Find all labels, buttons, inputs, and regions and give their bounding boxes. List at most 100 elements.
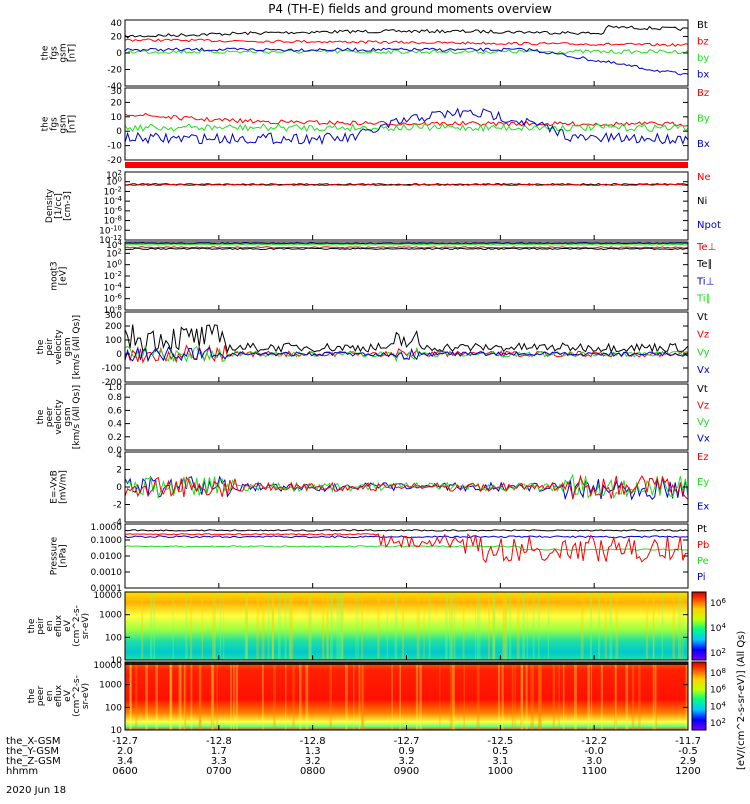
y-axis-label: the peer velocity gsm [km/s (All Qs)] <box>36 385 82 449</box>
x-tick-value: 3.4 <box>117 756 133 767</box>
legend-bz: bz <box>697 37 709 48</box>
spectrogram-stripe <box>223 592 225 660</box>
legend-Bz: Bz <box>697 88 709 99</box>
spectrogram-stripe <box>654 662 656 730</box>
spectrogram-stripe <box>451 592 453 660</box>
spectrogram-stripe <box>198 662 202 730</box>
spectrogram-stripe <box>153 592 156 660</box>
line-bz <box>124 38 689 47</box>
legend-Pi: Pi <box>697 572 706 583</box>
x-tick-value: 3.3 <box>211 756 227 767</box>
y-label-line: gsm <box>63 407 73 426</box>
spectrogram-stripe <box>497 662 501 730</box>
x-tick-value: -0.0 <box>584 746 604 757</box>
y-tick-label: 20 <box>111 98 123 108</box>
spectrogram-stripe <box>492 592 496 660</box>
y-tick-label: -10 <box>107 142 122 152</box>
line-bx <box>124 47 689 76</box>
legend-Vy: Vy <box>697 417 710 428</box>
spectrogram-stripe <box>462 592 465 660</box>
spectrogram-stripe <box>361 592 363 660</box>
y-label-line: en <box>45 620 55 631</box>
spectrogram-stripe <box>183 662 186 730</box>
y-tick-label: 102 <box>106 247 122 259</box>
spectrogram-stripe <box>492 592 495 660</box>
line-Ti-perp <box>124 242 689 245</box>
y-tick-label: -100 <box>102 364 123 374</box>
x-tick-value: 2.0 <box>117 746 133 757</box>
legend-Te∥: Te∥ <box>696 259 713 270</box>
y-tick-label: 10 <box>111 726 123 736</box>
line-Bt <box>124 24 689 39</box>
spectrogram-stripe <box>361 662 365 730</box>
spectrogram-stripe <box>277 592 281 660</box>
x-tick-value: -12.7 <box>112 736 138 747</box>
legend-Ti∥: Ti∥ <box>696 293 711 304</box>
spectrogram-stripe <box>232 662 235 730</box>
legend-Vz: Vz <box>697 330 709 341</box>
y-tick-label: 10-6 <box>104 293 123 305</box>
x-tick-value: 3.0 <box>586 756 602 767</box>
spectrogram-stripe <box>538 662 540 730</box>
spectrogram-stripe <box>479 592 481 660</box>
spectrogram-stripe <box>305 662 309 730</box>
y-tick-label: 0 <box>116 483 122 493</box>
spectrogram-stripe <box>185 592 188 660</box>
y-label-line: [cm-3] <box>63 191 73 221</box>
x-tick-value: 0700 <box>206 766 231 777</box>
y-label-line: [km/s (All Qs)] <box>72 315 82 379</box>
colorbar-tick: 104 <box>710 700 726 712</box>
spectrogram-stripe <box>141 592 144 660</box>
spectrogram-stripe <box>538 592 540 660</box>
y-tick-label: 10-12 <box>99 234 122 246</box>
line-by <box>125 49 689 55</box>
panel-peer_spec: 10000 1000 100 10 the peer en eflux eV (cm^2-s-sr… <box>27 661 689 736</box>
spectrogram-stripe <box>386 592 388 660</box>
x-tick-value: 1.7 <box>211 746 227 757</box>
y-tick-label: 300 <box>105 311 122 321</box>
y-label-line: velocity <box>54 329 64 365</box>
y-tick-label: -20 <box>107 66 122 76</box>
y-axis-label: the peir en eflux eV (cm^2-s-sr-eV) <box>27 605 91 647</box>
y-axis-label: the fgs gsm [nT] <box>41 43 78 62</box>
y-tick-label: 10000 <box>93 661 122 671</box>
spectrogram-stripe <box>476 662 480 730</box>
spectrogram-stripe <box>201 592 204 660</box>
page-title: P4 (TH-E) fields and ground moments over… <box>268 2 552 16</box>
y-tick-label: 0.2 <box>108 433 122 443</box>
spectrogram-stripe <box>652 662 654 730</box>
y-tick-label: 0.0010 <box>91 568 123 578</box>
line-Ex <box>124 475 689 501</box>
y-label-line: the <box>41 116 51 131</box>
y-tick-label: 0 <box>116 350 122 360</box>
spectrogram-stripe <box>358 662 361 730</box>
spectrogram-stripe <box>463 662 465 730</box>
spectrogram-stripe <box>638 662 641 730</box>
x-tick-value: 1000 <box>488 766 513 777</box>
spectrogram-stripe <box>445 592 448 660</box>
spectrogram-stripe <box>590 662 593 730</box>
line-Ne <box>124 183 689 187</box>
line-Te-perp <box>124 246 689 249</box>
y-tick-label: 30 <box>111 87 123 97</box>
line-Pt <box>124 529 689 532</box>
spectrogram-stripe <box>210 662 213 730</box>
spectrogram-stripe <box>600 662 603 730</box>
spectrogram-stripe <box>199 662 202 730</box>
y-label-line: (cm^2-s- <box>72 605 82 647</box>
spectrogram-stripe <box>654 662 658 730</box>
spectrogram-stripe <box>180 662 182 730</box>
legend-Npot: Npot <box>697 220 721 231</box>
y-tick-label: 10 <box>111 113 123 123</box>
spectrogram-top-band <box>125 662 688 665</box>
x-tick-value: -12.7 <box>394 736 420 747</box>
y-label-line: gsm <box>63 337 73 356</box>
spectrogram-stripe <box>272 592 274 660</box>
spectrogram-stripe <box>357 592 359 660</box>
x-row-label: the_Z-GSM <box>6 756 61 767</box>
y-tick-label: -20 <box>107 156 122 166</box>
legend-Ti⊥: Ti⊥ <box>696 276 714 287</box>
spectrogram-stripe <box>580 592 584 660</box>
spectrogram-stripe <box>501 662 504 730</box>
spectrogram-stripe <box>562 662 565 730</box>
